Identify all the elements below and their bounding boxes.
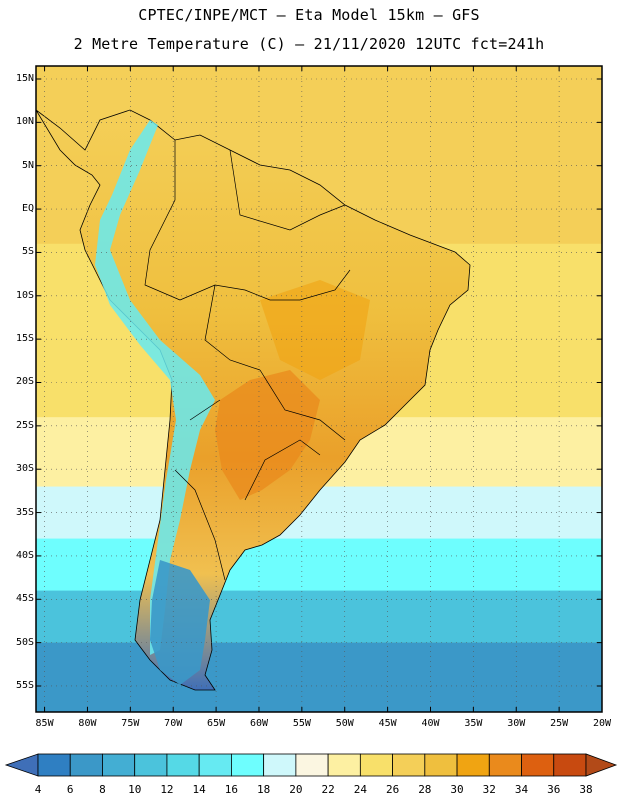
colorbar-label: 12	[160, 783, 174, 796]
country-borders	[144, 140, 351, 581]
lon-label: 30W	[507, 718, 526, 729]
lat-label: 55S	[15, 679, 34, 691]
andes-cold-ridge	[95, 120, 215, 655]
lon-label: 75W	[121, 718, 140, 729]
colorbar-label: 20	[289, 783, 303, 796]
lat-label: 5S	[21, 246, 34, 258]
lat-label: 5N	[21, 159, 34, 171]
lon-label: 85W	[35, 718, 54, 729]
lat-label: 15N	[15, 73, 34, 84]
colorbar-cell	[102, 753, 136, 777]
lat-label: 50S	[15, 636, 34, 648]
lon-label: 55W	[292, 718, 311, 729]
colorbar-label: 18	[257, 783, 271, 796]
colorbar-cell	[166, 753, 200, 777]
colorbar-label: 4	[34, 783, 42, 796]
lat-label: 30S	[15, 463, 34, 475]
colorbar	[4, 753, 618, 777]
colorbar-cell	[424, 753, 458, 777]
lat-label: 40S	[15, 549, 34, 561]
colorbar-cell	[37, 753, 71, 777]
ocean-band-7	[36, 642, 602, 712]
lon-label: 60W	[249, 718, 268, 729]
colorbar-label: 14	[192, 783, 206, 796]
lon-label: 40W	[421, 718, 440, 729]
andes-south-cold	[150, 560, 210, 685]
lon-label: 80W	[78, 718, 97, 729]
colorbar-label: 38	[579, 783, 593, 796]
colorbar-cell	[553, 753, 587, 777]
colorbar-label: 30	[450, 783, 464, 796]
lat-label: 15S	[15, 333, 34, 345]
colorbar-cell	[134, 753, 168, 777]
lat-label: EQ	[21, 203, 34, 215]
lon-label: 70W	[164, 718, 183, 729]
lon-label: 25W	[550, 718, 569, 729]
colorbar-cell	[392, 753, 426, 777]
map-frame	[35, 65, 603, 713]
lat-label: 35S	[15, 506, 34, 518]
lat-label: 20S	[15, 376, 34, 388]
colorbar-label: 8	[99, 783, 106, 796]
colorbar-cell	[488, 753, 522, 777]
ocean-band-4	[36, 486, 602, 540]
lon-label: 20W	[592, 718, 612, 729]
colorbar-label: 26	[385, 783, 400, 796]
chart-title-line1: CPTEC/INPE/MCT – Eta Model 15km – GFS	[138, 6, 480, 24]
colorbar-cell	[521, 753, 555, 777]
lon-label: 50W	[335, 718, 354, 729]
colorbar-cell	[231, 753, 265, 777]
temperature-map	[35, 65, 603, 713]
colorbar-label: 6	[66, 783, 74, 796]
colorbar-high-arrow	[585, 753, 618, 777]
colorbar-cell	[456, 753, 490, 777]
lat-label: 10N	[15, 116, 34, 128]
colorbar-label: 16	[224, 783, 239, 796]
colorbar-cell	[198, 753, 232, 777]
lat-label: 25S	[15, 419, 34, 431]
chart-title-line2: 2 Metre Temperature (C) – 21/11/2020 12U…	[73, 35, 545, 53]
axis-ticks	[36, 66, 603, 712]
colorbar-label: 22	[321, 783, 335, 796]
colorbar-cell	[295, 753, 329, 777]
colorbar-label: 24	[353, 783, 367, 796]
lon-label: 35W	[464, 718, 483, 729]
ocean-band-6	[36, 590, 602, 644]
colorbar-label: 28	[418, 783, 432, 796]
colorbar-low-arrow	[4, 753, 39, 777]
lon-label: 45W	[378, 718, 397, 729]
lat-label: 45S	[15, 593, 34, 605]
central-brazil-warm	[260, 280, 370, 380]
interior-hot-core	[215, 370, 320, 500]
colorbar-cell	[263, 753, 297, 777]
lat-label: 10S	[15, 289, 34, 301]
ocean-band-5	[36, 538, 602, 592]
colorbar-cell	[359, 753, 393, 777]
colorbar-cell	[327, 753, 361, 777]
lon-label: 65W	[207, 718, 226, 729]
colorbar-label: 10	[128, 783, 142, 796]
colorbar-cell	[69, 753, 103, 777]
colorbar-label: 34	[514, 783, 529, 796]
colorbar-label: 36	[547, 783, 561, 796]
colorbar-label: 32	[482, 783, 496, 796]
